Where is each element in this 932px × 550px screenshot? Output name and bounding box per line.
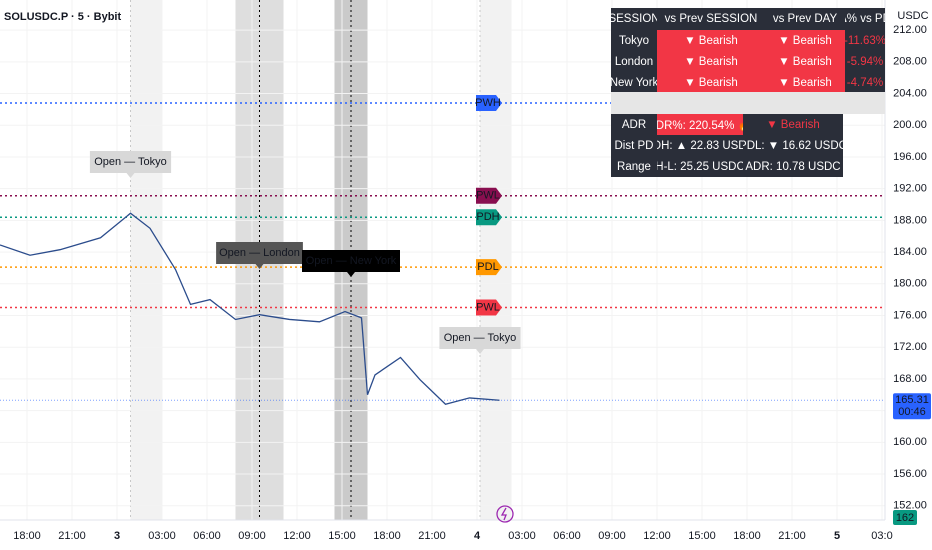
x-tick-label: 09:00 <box>598 530 626 542</box>
table-cell: vs Prev SESSION <box>657 8 765 30</box>
table-cell: London <box>611 51 657 72</box>
y-tick-label: 192.00 <box>893 183 927 195</box>
level-label: PDH <box>476 211 499 223</box>
x-tick-label: 06:00 <box>193 530 221 542</box>
level-label: PWH <box>475 97 501 109</box>
countdown: 00:46 <box>898 406 926 418</box>
session-label: Open — London <box>219 247 300 259</box>
y-tick-label: 168.00 <box>893 373 927 385</box>
axis-unit: USDC <box>897 10 928 22</box>
level-label: PWL <box>476 190 500 202</box>
y-tick-label: 160.00 <box>893 436 927 448</box>
x-tick-label: 06:00 <box>553 530 581 542</box>
table-spacer <box>611 92 885 114</box>
table-cell: ▼ Bearish <box>657 30 765 51</box>
session-label-box <box>439 327 521 354</box>
y-tick-label: 200.00 <box>893 119 927 131</box>
x-tick-label: 12:00 <box>643 530 671 542</box>
table-cell: PDL: ▼ 16.62 USDC <box>743 135 843 156</box>
volume-label: 162 <box>896 512 914 524</box>
x-tick-label: 18:00 <box>373 530 401 542</box>
x-tick-label: 12:00 <box>283 530 311 542</box>
x-tick-label: 15:00 <box>688 530 716 542</box>
price-line <box>0 212 500 405</box>
table-cell: Tokyo <box>611 30 657 51</box>
session-label: Open — New York <box>306 255 397 267</box>
table-cell: SESSION <box>611 8 657 30</box>
table-cell: H-L: 25.25 USDC <box>657 156 743 177</box>
level-tag <box>476 299 502 316</box>
x-tick-label: 4 <box>474 530 481 542</box>
x-tick-label: 21:00 <box>418 530 446 542</box>
symbol-title: SOLUSDC.P · 5 · Bybit <box>4 11 121 23</box>
y-tick-label: 212.00 <box>893 24 927 36</box>
x-tick-label: 21:00 <box>778 530 806 542</box>
table-cell: ▼ Bearish <box>765 72 845 93</box>
y-tick-label: 204.00 <box>893 87 927 99</box>
y-tick-label: 172.00 <box>893 341 927 353</box>
table-cell: vs Prev DAY <box>765 8 845 30</box>
y-tick-label: 208.00 <box>893 56 927 68</box>
y-tick-label: 184.00 <box>893 246 927 258</box>
table-cell: Range <box>611 156 657 177</box>
table-cell: ▼ Bearish <box>657 51 765 72</box>
event-icon[interactable] <box>496 505 514 523</box>
y-tick-label: 180.00 <box>893 278 927 290</box>
table-cell: ▼ Bearish <box>765 30 845 51</box>
table-cell: ▼ Bearish <box>743 114 843 135</box>
session-label: Open — Tokyo <box>444 332 517 344</box>
table-cell: ADR%: 220.54% 🔥 <box>657 114 743 135</box>
level-tag <box>476 95 502 112</box>
table-cell: PDH: ▲ 22.83 USDC <box>657 135 743 156</box>
x-tick-label: 18:00 <box>13 530 41 542</box>
x-tick-label: 03:0 <box>871 530 892 542</box>
x-tick-label: 21:00 <box>58 530 86 542</box>
price-tag <box>893 393 931 420</box>
x-tick-label: 3 <box>114 530 120 542</box>
table-cell: ADR: 10.78 USDC <box>743 156 843 177</box>
x-tick-label: 03:00 <box>148 530 176 542</box>
y-tick-label: 196.00 <box>893 151 927 163</box>
level-tag <box>476 209 502 226</box>
table-cell: ▼ Bearish <box>765 51 845 72</box>
session-label: Open — Tokyo <box>94 156 167 168</box>
x-tick-label: 5 <box>834 530 840 542</box>
y-tick-label: 188.00 <box>893 214 927 226</box>
stats-table: ADRADR%: 220.54% 🔥▼ Bearish Dist PDPDH: ▲… <box>611 114 843 177</box>
y-tick-label: 176.00 <box>893 309 927 321</box>
x-tick-label: 03:00 <box>508 530 536 542</box>
level-label: PDL <box>477 261 498 273</box>
table-cell: Δ% vs PD <box>845 8 885 30</box>
level-tag <box>476 259 502 276</box>
session-label-box <box>89 151 172 178</box>
table-cell: -4.74% <box>845 72 885 93</box>
session-label-box <box>216 242 303 269</box>
table-cell: -5.94% <box>845 51 885 72</box>
volume-tag <box>893 510 917 525</box>
x-tick-label: 09:00 <box>238 530 266 542</box>
session-band <box>130 0 162 520</box>
x-tick-label: 18:00 <box>733 530 761 542</box>
price-tag-value: 165.31 <box>895 394 929 406</box>
event-icon-bolt <box>500 507 507 521</box>
table-cell: New York <box>611 72 657 93</box>
table-cell: Dist PD <box>611 135 657 156</box>
table-cell: ADR <box>611 114 657 135</box>
table-cell: -11.63% <box>845 30 885 51</box>
table-cell: ▼ Bearish <box>657 72 765 93</box>
x-tick-label: 15:00 <box>328 530 356 542</box>
level-label: PWL <box>476 301 500 313</box>
level-tag <box>476 187 502 204</box>
session-label-box <box>302 250 400 277</box>
y-tick-label: 156.00 <box>893 468 927 480</box>
y-tick-label: 152.00 <box>893 500 927 512</box>
